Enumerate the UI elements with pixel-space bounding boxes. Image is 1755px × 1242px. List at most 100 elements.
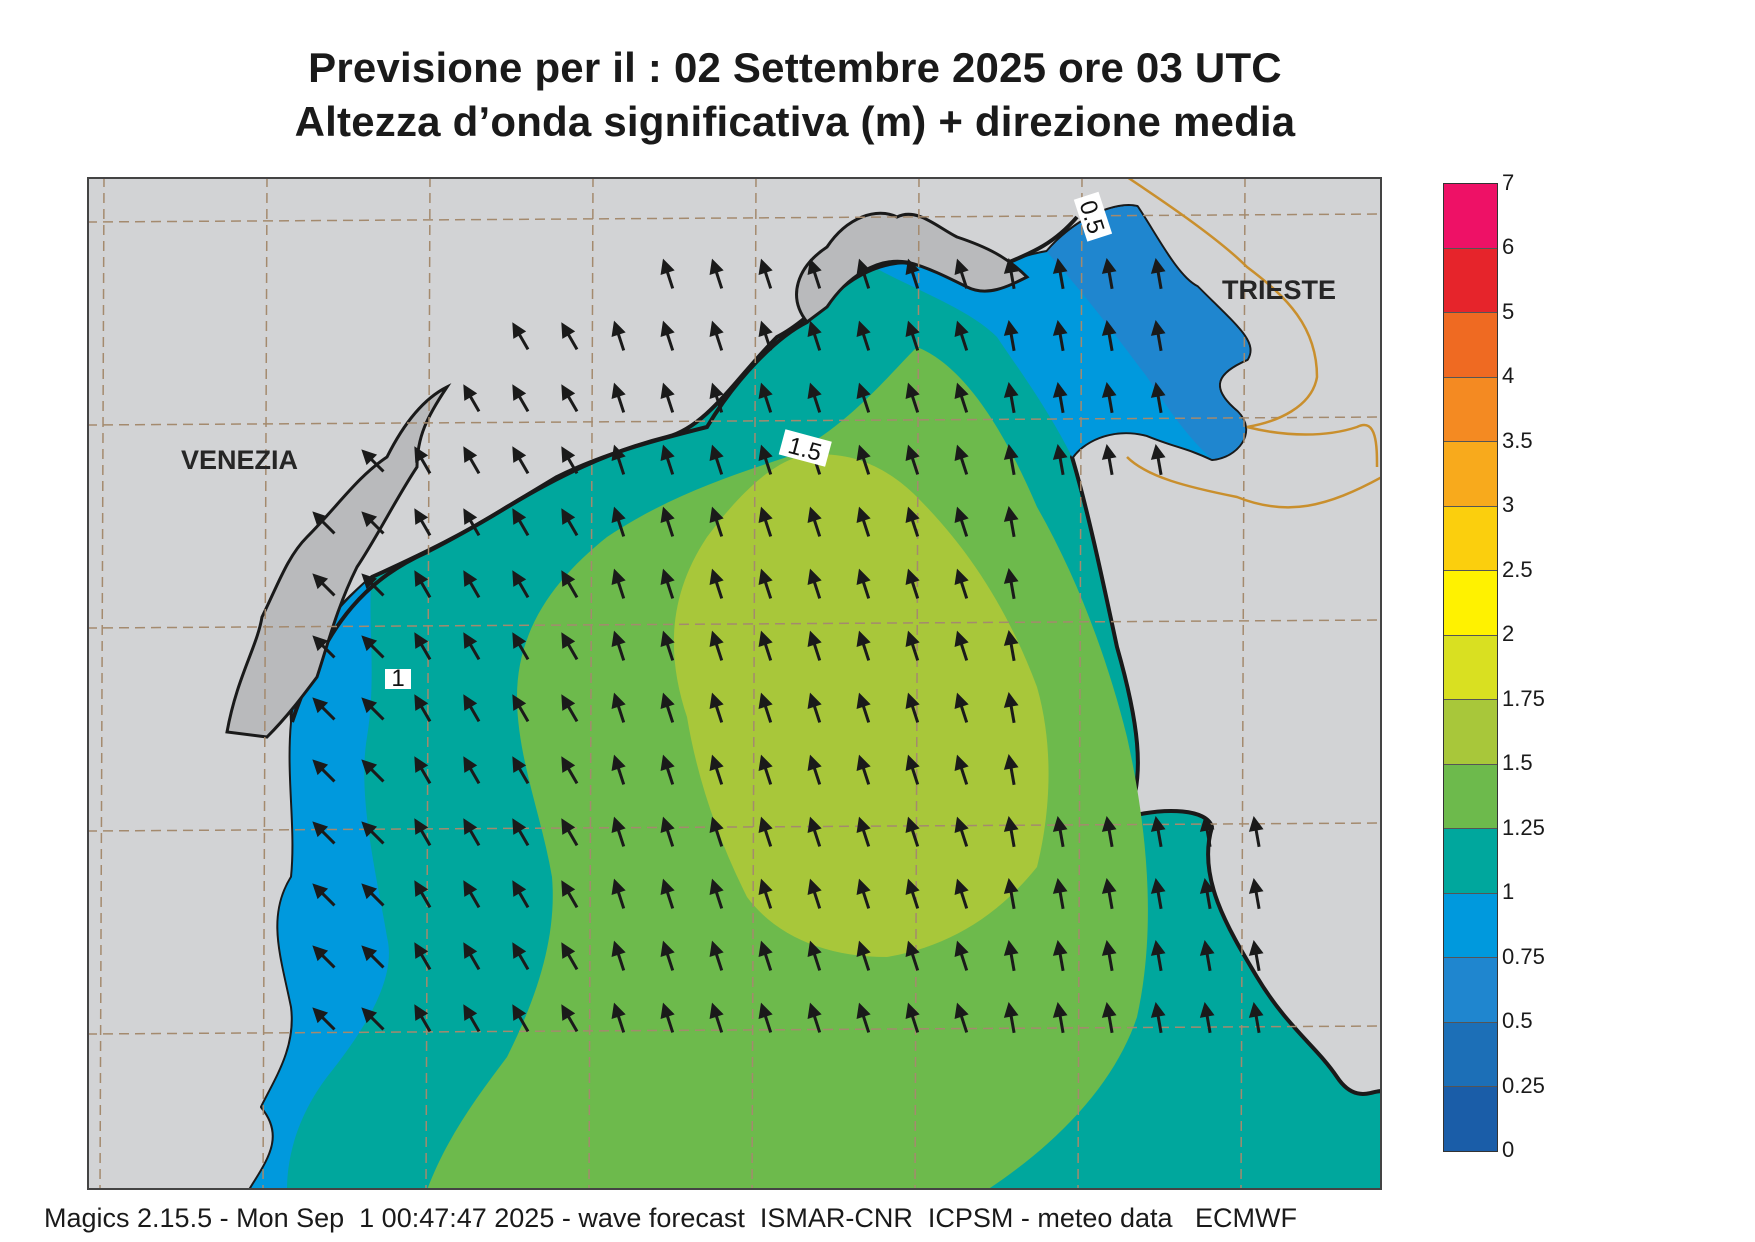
wave-direction-arrow xyxy=(312,821,336,845)
wave-direction-arrow xyxy=(856,382,871,413)
colorbar-tick-label: 0 xyxy=(1502,1137,1515,1162)
wave-direction-arrow xyxy=(954,382,969,413)
wave-map: 0.5 1.5 1 VENEZIA TRIESTE xyxy=(87,177,1382,1190)
wave-direction-arrow xyxy=(807,754,822,785)
wave-direction-arrow xyxy=(361,573,385,597)
wave-direction-arrow xyxy=(905,320,920,351)
colorbar-segment xyxy=(1444,506,1497,572)
wave-direction-arrow xyxy=(660,382,675,413)
wave-direction-arrow xyxy=(1150,319,1166,352)
wave-direction-arrow xyxy=(856,940,871,971)
wave-direction-arrow xyxy=(414,1004,432,1033)
wave-direction-arrow xyxy=(856,506,871,537)
wave-direction-arrow xyxy=(807,940,822,971)
wave-direction-arrow xyxy=(512,508,530,537)
wave-direction-arrow xyxy=(856,630,871,661)
wave-direction-arrow xyxy=(905,754,920,785)
wave-direction-arrow xyxy=(758,568,773,599)
wave-direction-arrow xyxy=(1101,319,1117,352)
contour-label-1: 1 xyxy=(385,665,411,692)
wave-direction-arrow xyxy=(611,940,626,971)
colorbar-segment xyxy=(1444,893,1497,959)
wave-direction-arrow xyxy=(758,878,773,909)
wave-direction-arrow xyxy=(1003,319,1019,352)
wave-direction-arrow xyxy=(561,632,579,661)
city-label-venezia: VENEZIA xyxy=(181,445,298,475)
wave-direction-arrows xyxy=(312,257,1264,1034)
wave-direction-arrow xyxy=(463,1004,481,1033)
wave-direction-arrow xyxy=(361,759,385,783)
wave-direction-arrow xyxy=(758,320,773,351)
wave-direction-arrow xyxy=(561,508,579,537)
wave-direction-arrow xyxy=(758,630,773,661)
wave-direction-arrow xyxy=(905,258,920,289)
wave-direction-arrow xyxy=(512,942,530,971)
wave-direction-arrow xyxy=(361,821,385,845)
wave-direction-arrow xyxy=(660,692,675,723)
wave-direction-arrow xyxy=(611,382,626,413)
map-grid xyxy=(87,177,1382,1190)
colorbar-segment xyxy=(1444,442,1497,507)
wave-direction-arrow xyxy=(807,506,822,537)
wave-direction-arrow xyxy=(1101,257,1117,290)
wave-direction-arrow xyxy=(1248,939,1264,972)
wave-direction-arrow xyxy=(463,942,481,971)
wave-direction-arrow xyxy=(561,942,579,971)
wave-direction-arrow xyxy=(561,322,579,351)
wave-direction-arrow xyxy=(512,384,530,413)
wave-direction-arrow xyxy=(905,816,920,847)
wave-direction-arrow xyxy=(954,754,969,785)
colorbar-segment xyxy=(1444,1022,1497,1088)
wave-direction-arrow xyxy=(414,694,432,723)
colorbar-tick-label: 1.5 xyxy=(1502,750,1533,776)
wave-direction-arrow xyxy=(512,1004,530,1033)
wave-direction-arrow xyxy=(463,632,481,661)
wave-direction-arrow xyxy=(905,506,920,537)
wave-direction-arrow xyxy=(807,320,822,351)
wave-direction-arrow xyxy=(611,320,626,351)
wave-direction-arrow xyxy=(709,754,724,785)
wave-direction-arrow xyxy=(905,692,920,723)
wave-direction-arrow xyxy=(758,444,773,475)
wave-direction-arrow xyxy=(1101,815,1117,848)
wave-direction-arrow xyxy=(1248,1001,1264,1034)
wave-direction-arrow xyxy=(512,880,530,909)
wave-direction-arrow xyxy=(954,878,969,909)
wave-direction-arrow xyxy=(660,320,675,351)
wave-direction-arrow xyxy=(561,756,579,785)
wave-direction-arrow xyxy=(1003,877,1019,910)
wave-direction-arrow xyxy=(954,816,969,847)
wave-direction-arrow xyxy=(512,632,530,661)
wave-direction-arrow xyxy=(1052,319,1068,352)
wave-direction-arrow xyxy=(758,816,773,847)
wave-direction-arrow xyxy=(709,940,724,971)
wave-direction-arrow xyxy=(1003,753,1019,786)
trieste-peninsula xyxy=(795,211,1030,325)
border-line xyxy=(1126,177,1379,468)
wave-direction-arrow xyxy=(709,382,724,413)
wave-direction-arrow xyxy=(758,382,773,413)
wave-direction-arrow xyxy=(905,444,920,475)
wave-direction-arrow xyxy=(361,697,385,721)
wave-direction-arrow xyxy=(463,756,481,785)
wave-direction-arrow xyxy=(463,384,481,413)
wave-direction-arrow xyxy=(561,384,579,413)
wave-direction-arrow xyxy=(361,449,385,473)
chart-title-line2: Altezza d’onda significativa (m) + direz… xyxy=(294,98,1296,145)
wave-direction-arrow xyxy=(414,756,432,785)
wave-direction-arrow xyxy=(709,816,724,847)
wave-direction-arrow xyxy=(905,940,920,971)
wave-direction-arrow xyxy=(807,816,822,847)
venice-lagoon-land xyxy=(225,383,452,739)
wave-direction-arrow xyxy=(611,816,626,847)
wave-direction-arrow xyxy=(361,511,385,535)
wave-direction-arrow xyxy=(361,883,385,907)
wave-direction-arrow xyxy=(1150,1001,1166,1034)
wave-direction-arrow xyxy=(312,759,336,783)
wave-direction-arrow xyxy=(807,382,822,413)
wave-direction-arrow xyxy=(856,444,871,475)
wave-direction-arrow xyxy=(856,1002,871,1033)
colorbar-segment xyxy=(1444,313,1497,378)
map-frame xyxy=(87,177,1382,1190)
colorbar-segment xyxy=(1444,635,1497,701)
